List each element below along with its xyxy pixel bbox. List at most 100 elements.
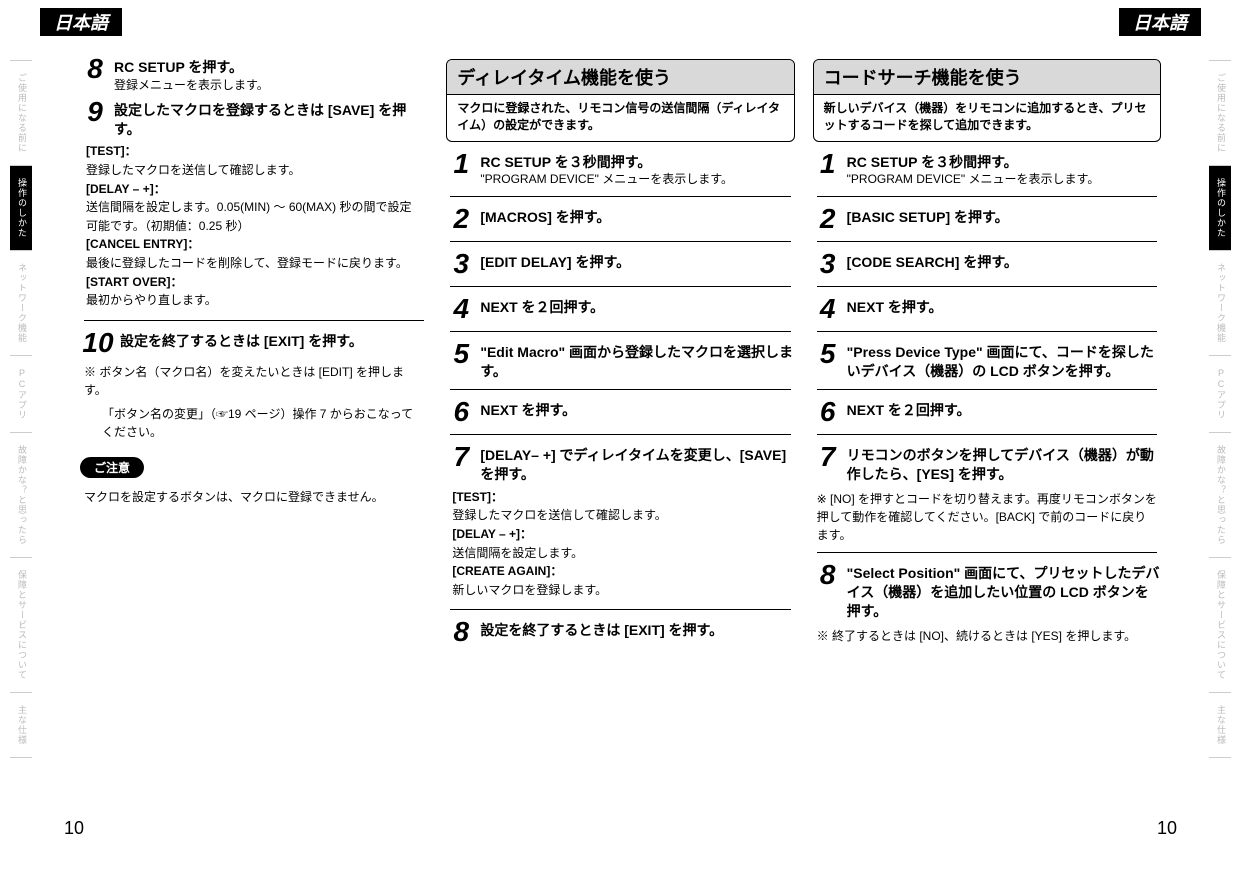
note-1: ※ ボタン名（マクロ名）を変えたいときは [EDIT] を押します。	[84, 363, 424, 399]
step-subtitle: 登録メニューを表示します。	[114, 77, 428, 94]
side-tab[interactable]: 故障かな？と思ったら	[10, 432, 32, 557]
lang-header-left: 日本語	[40, 8, 122, 36]
side-tab[interactable]: ご使用になる前に	[10, 60, 32, 165]
c3-step-3: 3 [CODE SEARCH] を押す。	[813, 250, 1161, 278]
step-9: 9 設定したマクロを登録するときは [SAVE] を押す。	[80, 98, 428, 139]
section-title: ディレイタイム機能を使う	[447, 60, 793, 95]
side-tab[interactable]: 主な仕様	[1209, 692, 1231, 758]
step-title: リモコンのボタンを押してデバイス（機器）が動作したら、[YES] を押す。	[847, 446, 1161, 484]
column-3: コードサーチ機能を使う 新しいデバイス（機器）をリモコンに追加するとき、プリセッ…	[813, 55, 1161, 795]
step-subtitle: "PROGRAM DEVICE" メニューを表示します。	[847, 171, 1161, 188]
step-title: NEXT を２回押す。	[847, 401, 1161, 420]
divider	[817, 552, 1157, 553]
step-title: 設定したマクロを登録するときは [SAVE] を押す。	[114, 101, 428, 139]
info-label: [CREATE AGAIN]：	[452, 562, 788, 581]
c2-step-3: 3 [EDIT DELAY] を押す。	[446, 250, 794, 278]
step-number: 1	[813, 150, 843, 178]
side-tabs-left: ご使用になる前に操作のしかたネットワーク機能PCアプリ故障かな？と思ったら保障と…	[10, 60, 32, 758]
c2-step-2: 2 [MACROS] を押す。	[446, 205, 794, 233]
step-number: 2	[813, 205, 843, 233]
c3-step-4: 4 NEXT を押す。	[813, 295, 1161, 323]
step-title: [DELAY– +] でディレイタイムを変更し、[SAVE] を押す。	[480, 446, 794, 484]
side-tab[interactable]: 保障とサービスについて	[1209, 557, 1231, 692]
step-title: [EDIT DELAY] を押す。	[480, 253, 794, 272]
step-title: NEXT を押す。	[480, 401, 794, 420]
side-tab[interactable]: ネットワーク機能	[1209, 250, 1231, 355]
info-label: [TEST]：	[452, 488, 788, 507]
info-text: 最後に登録したコードを削除して、登録モードに戻ります。	[86, 254, 422, 273]
side-tab[interactable]: PCアプリ	[10, 355, 32, 432]
c2-step-1: 1 RC SETUP を３秒間押す。 "PROGRAM DEVICE" メニュー…	[446, 150, 794, 189]
step-number: 4	[446, 295, 476, 323]
lang-header-right: 日本語	[1119, 8, 1201, 36]
step-title: 設定を終了するときは [EXIT] を押す。	[480, 621, 794, 640]
c3-step-7: 7 リモコンのボタンを押してデバイス（機器）が動作したら、[YES] を押す。	[813, 443, 1161, 484]
divider	[817, 241, 1157, 242]
step-number: 6	[446, 398, 476, 426]
step-number: 10	[80, 329, 116, 357]
step-title: "Press Device Type" 画面にて、コードを探したいデバイス（機器…	[847, 343, 1161, 381]
step-number: 8	[80, 55, 110, 83]
info-label: [START OVER]：	[86, 273, 422, 292]
caution-label: ご注意	[80, 457, 144, 478]
step-title: RC SETUP を３秒間押す。	[847, 153, 1161, 172]
step-number: 1	[446, 150, 476, 178]
step-number: 3	[446, 250, 476, 278]
column-1: 8 RC SETUP を押す。 登録メニューを表示します。 9 設定したマクロを…	[80, 55, 428, 795]
step-number: 6	[813, 398, 843, 426]
step-title: [BASIC SETUP] を押す。	[847, 208, 1161, 227]
c3-step-2: 2 [BASIC SETUP] を押す。	[813, 205, 1161, 233]
column-2: ディレイタイム機能を使う マクロに登録された、リモコン信号の送信間隔（ディレイタ…	[446, 55, 794, 795]
step-title: [CODE SEARCH] を押す。	[847, 253, 1161, 272]
info-label: [TEST]：	[86, 142, 422, 161]
divider	[817, 196, 1157, 197]
side-tab[interactable]: PCアプリ	[1209, 355, 1231, 432]
step-number: 5	[813, 340, 843, 368]
step-number: 2	[446, 205, 476, 233]
c2-info-7: [TEST]： 登録したマクロを送信して確認します。 [DELAY – +]： …	[452, 488, 788, 600]
side-tab[interactable]: 故障かな？と思ったら	[1209, 432, 1231, 557]
divider	[450, 331, 790, 332]
divider	[84, 320, 424, 321]
divider	[450, 609, 790, 610]
info-text: 最初からやり直します。	[86, 291, 422, 310]
step-title: NEXT を２回押す。	[480, 298, 794, 317]
step-title: 設定を終了するときは [EXIT] を押す。	[120, 332, 428, 351]
step-title: "Select Position" 画面にて、プリセットしたデバイス（機器）を追…	[847, 564, 1161, 621]
step-number: 3	[813, 250, 843, 278]
side-tab[interactable]: ご使用になる前に	[1209, 60, 1231, 165]
step-number: 8	[446, 618, 476, 646]
c3-step-1: 1 RC SETUP を３秒間押す。 "PROGRAM DEVICE" メニュー…	[813, 150, 1161, 189]
c3-step-8: 8 "Select Position" 画面にて、プリセットしたデバイス（機器）…	[813, 561, 1161, 621]
info-text: 送信間隔を設定します。0.05(MIN) ～ 60(MAX) 秒の間で設定可能で…	[86, 198, 422, 235]
step-title: RC SETUP を押す。	[114, 58, 428, 77]
section-codesearch: コードサーチ機能を使う 新しいデバイス（機器）をリモコンに追加するとき、プリセッ…	[813, 59, 1161, 142]
section-subtitle: マクロに登録された、リモコン信号の送信間隔（ディレイタイム）の設定ができます。	[447, 95, 793, 141]
step-title: NEXT を押す。	[847, 298, 1161, 317]
content-columns: 8 RC SETUP を押す。 登録メニューを表示します。 9 設定したマクロを…	[80, 55, 1161, 795]
side-tab[interactable]: 主な仕様	[10, 692, 32, 758]
page-number-right: 10	[1157, 818, 1177, 839]
divider	[817, 434, 1157, 435]
step-number: 4	[813, 295, 843, 323]
side-tab[interactable]: 保障とサービスについて	[10, 557, 32, 692]
step-number: 8	[813, 561, 843, 589]
divider	[817, 331, 1157, 332]
c3-note-7: ※ [NO] を押すとコードを切り替えます。再度リモコンボタンを押して動作を確認…	[817, 490, 1157, 544]
side-tab[interactable]: 操作のしかた	[10, 165, 32, 250]
info-label: [DELAY – +]：	[452, 525, 788, 544]
c2-step-6: 6 NEXT を押す。	[446, 398, 794, 426]
side-tab[interactable]: ネットワーク機能	[10, 250, 32, 355]
side-tab[interactable]: 操作のしかた	[1209, 165, 1231, 250]
c3-note-8: ※ 終了するときは [NO]、続けるときは [YES] を押します。	[817, 627, 1157, 645]
section-delay: ディレイタイム機能を使う マクロに登録された、リモコン信号の送信間隔（ディレイタ…	[446, 59, 794, 142]
c2-step-8: 8 設定を終了するときは [EXIT] を押す。	[446, 618, 794, 646]
divider	[450, 241, 790, 242]
section-title: コードサーチ機能を使う	[814, 60, 1160, 95]
caution-text: マクロを設定するボタンは、マクロに登録できません。	[84, 488, 424, 506]
info-text: 新しいマクロを登録します。	[452, 581, 788, 600]
divider	[817, 286, 1157, 287]
step-number: 5	[446, 340, 476, 368]
c2-step-5: 5 "Edit Macro" 画面から登録したマクロを選択します。	[446, 340, 794, 381]
info-label: [CANCEL ENTRY]：	[86, 235, 422, 254]
